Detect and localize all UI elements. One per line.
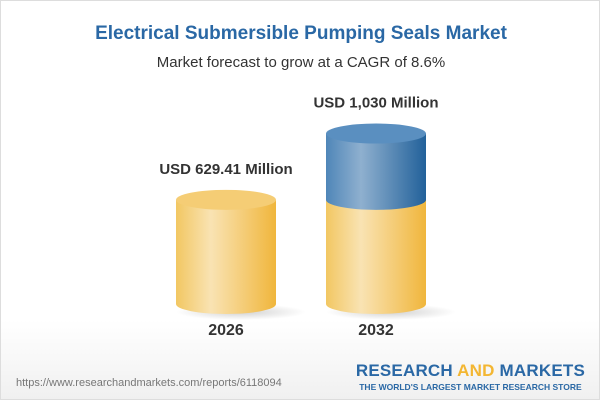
data-label: USD 629.41 Million: [159, 161, 292, 178]
category-label: 2026: [208, 322, 244, 339]
bar-2026: [176, 199, 276, 314]
data-label: USD 1,030 Million: [313, 95, 438, 112]
bar-2032-growth: [326, 133, 426, 210]
bar-2026-top: [176, 189, 276, 210]
bar-2032-base: [326, 199, 426, 314]
category-label: 2032: [358, 322, 394, 339]
bar-2032-growth-top: [326, 123, 426, 144]
research-and-markets-logo: RESEARCH AND MARKETS THE WORLD'S LARGEST…: [355, 361, 585, 392]
cylinder-chart: USD 629.41 Million 2026 USD 1,030 Million 2…: [159, 95, 456, 339]
chart-subtitle: Market forecast to grow at a CAGR of 8.6…: [156, 54, 446, 71]
source-url[interactable]: https://www.researchandmarkets.com/repor…: [16, 377, 282, 389]
chart-title: Electrical Submersible Pumping Seals Mar…: [95, 23, 507, 44]
